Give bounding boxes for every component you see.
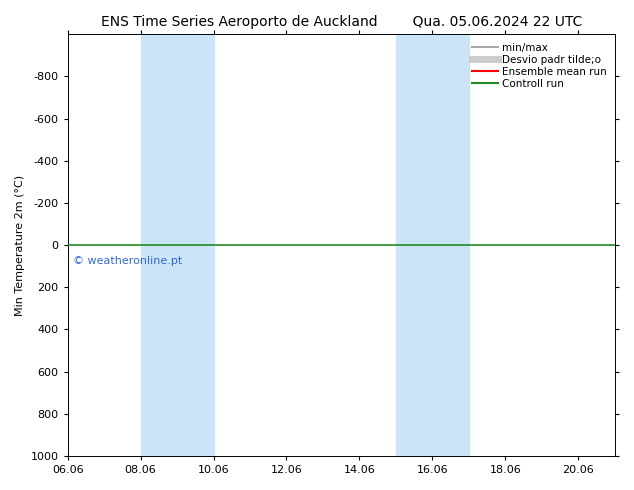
Bar bbox=[141, 34, 214, 456]
Y-axis label: Min Temperature 2m (°C): Min Temperature 2m (°C) bbox=[15, 174, 25, 316]
Legend: min/max, Desvio padr tilde;o, Ensemble mean run, Controll run: min/max, Desvio padr tilde;o, Ensemble m… bbox=[469, 40, 610, 92]
Title: ENS Time Series Aeroporto de Auckland        Qua. 05.06.2024 22 UTC: ENS Time Series Aeroporto de Auckland Qu… bbox=[101, 15, 582, 29]
Text: © weatheronline.pt: © weatheronline.pt bbox=[73, 256, 183, 266]
Bar bbox=[396, 34, 469, 456]
